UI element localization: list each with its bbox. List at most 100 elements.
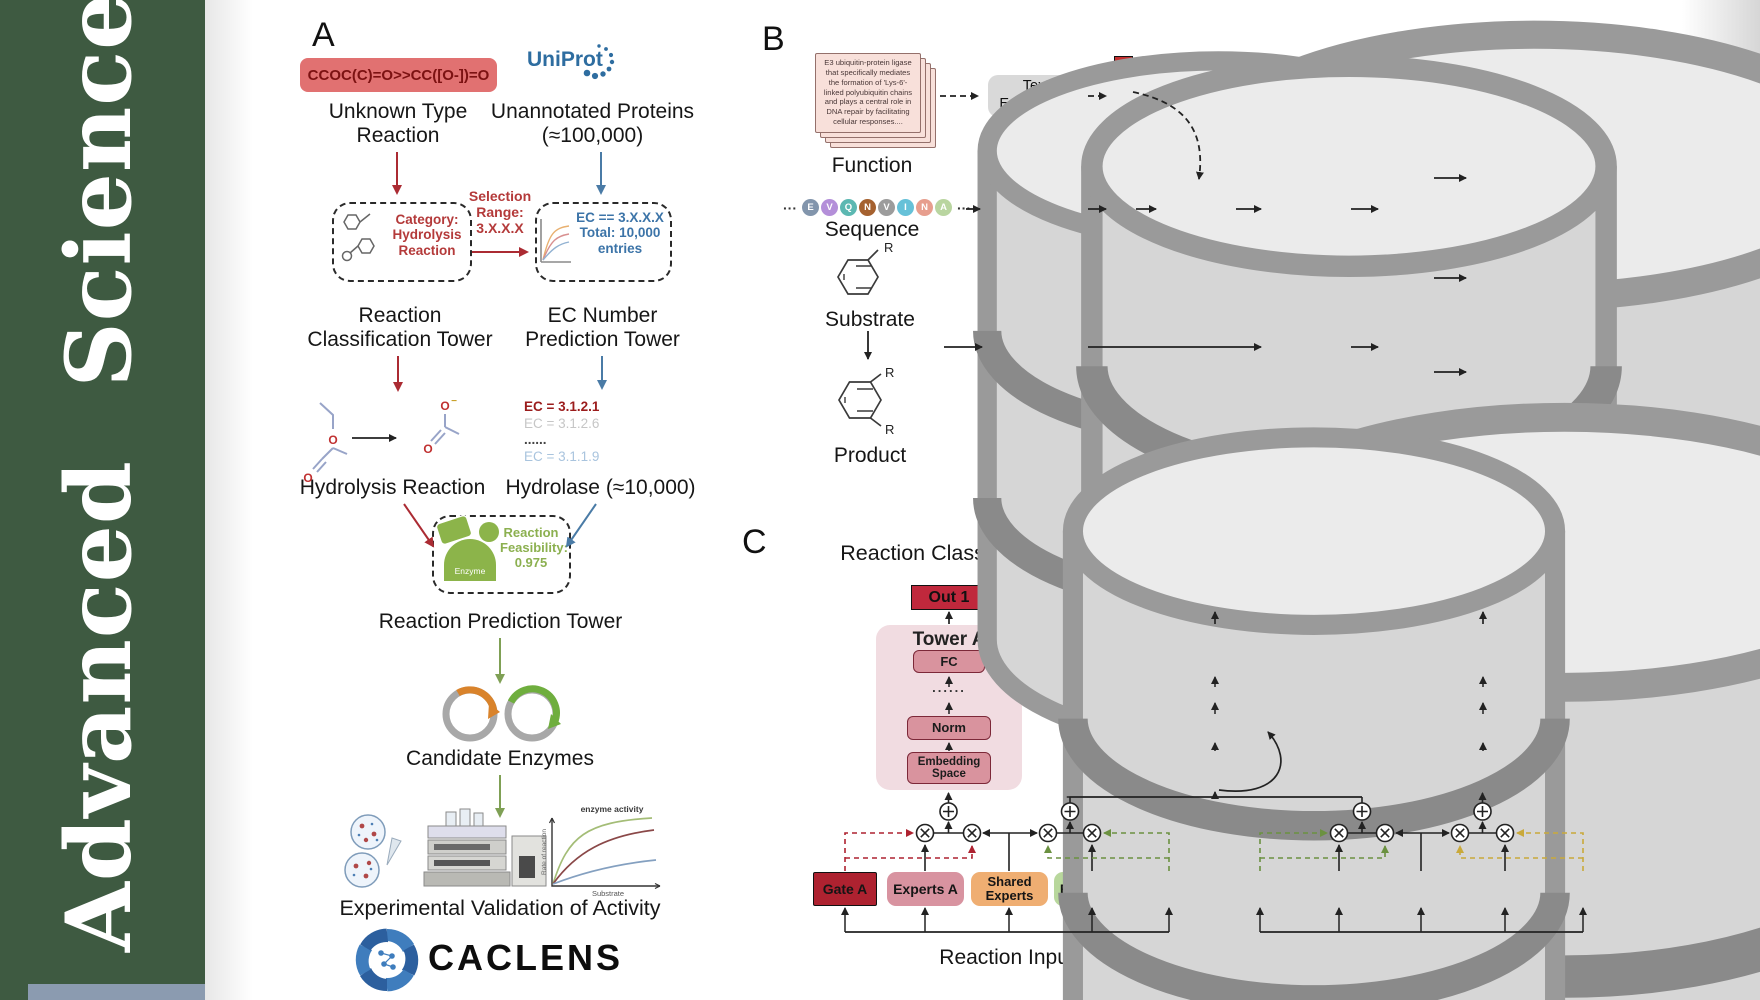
tower-c-norm: Norm bbox=[1441, 716, 1525, 740]
logo-blade bbox=[355, 944, 373, 976]
svg-text:−: − bbox=[451, 396, 457, 407]
panel-b-arrows bbox=[864, 91, 1467, 376]
enzyme-vector-cell bbox=[1332, 169, 1348, 185]
svg-text:O: O bbox=[328, 433, 337, 447]
vector-cell bbox=[1115, 169, 1132, 185]
residue-circle: N bbox=[859, 199, 876, 216]
multiply-node-icon bbox=[1329, 823, 1349, 843]
reaction-vector-cell bbox=[1316, 338, 1333, 355]
reaction-classification-tower-label: Reaction Classification Tower bbox=[307, 304, 493, 351]
panel-a-label: A bbox=[312, 16, 335, 54]
logo-blade bbox=[387, 928, 414, 952]
tower-c: Tower C FC ...... Norm Embedding Space bbox=[1410, 625, 1556, 790]
product-label: Product bbox=[833, 444, 907, 467]
enzyme-vector-cell bbox=[1284, 200, 1301, 217]
reaction-vector-cell bbox=[1284, 338, 1301, 355]
multiply-node-icon bbox=[1495, 823, 1515, 843]
text-embedding-vector bbox=[1114, 56, 1133, 139]
output-reaction-feasibility: Reaction Feasibility bbox=[1475, 265, 1658, 288]
enzyme-vector-cell bbox=[1269, 184, 1285, 201]
enzyme-vector-cell bbox=[1300, 200, 1317, 217]
reaction-vector-cell bbox=[1332, 354, 1348, 371]
ec-list-item: EC = 3.1.2.6 bbox=[524, 415, 600, 431]
multiply-node-icon bbox=[962, 823, 982, 843]
reaction-vector-grid bbox=[1268, 306, 1349, 387]
petri-dish-icon bbox=[344, 814, 402, 888]
vector-cell bbox=[1115, 88, 1132, 106]
ec-number-tower-label: EC Number Prediction Tower bbox=[525, 304, 680, 351]
reaction-vector-cell bbox=[1269, 307, 1285, 323]
plasmid-icons bbox=[442, 685, 561, 742]
reaction-prediction-tower-label: Reaction Prediction Tower bbox=[378, 610, 623, 633]
residue-circle: V bbox=[821, 199, 838, 216]
out1-box: Out 1 bbox=[911, 585, 987, 610]
enzyme-vector-grid bbox=[1268, 168, 1349, 249]
vector-cell bbox=[1115, 217, 1132, 234]
hplc-instrument-icon bbox=[423, 808, 547, 887]
gate-a-enzyme: Gate A bbox=[1228, 872, 1292, 906]
enzyme-vector-cell bbox=[1300, 169, 1317, 185]
reaction-vector-cell bbox=[1300, 322, 1317, 339]
ec-number-list: EC = 3.1.2.1 EC = 3.1.2.6...... EC = 3.1.1… bbox=[524, 399, 616, 465]
reaction-vector-cell bbox=[1269, 370, 1285, 386]
gate-b-enzyme: Gate B bbox=[1551, 872, 1615, 906]
vector-cell bbox=[1115, 200, 1132, 218]
reaction-vector-label: Reaction Vector bbox=[1247, 390, 1368, 409]
tower-b-fc: FC bbox=[1179, 650, 1251, 673]
vector-cell bbox=[1115, 57, 1132, 73]
enzyme-vector-cell bbox=[1284, 216, 1301, 233]
caclens-model-label: CACLENS bbox=[1397, 223, 1419, 322]
ec-list-item: EC = 3.1.1.9 bbox=[524, 448, 600, 464]
enzyme-vector-cell bbox=[1316, 184, 1333, 201]
enzyme-vector-cell bbox=[1269, 200, 1285, 217]
kinetics-plot-icon: enzyme activity Rate of reaction Substra… bbox=[541, 804, 661, 898]
journal-ban: Advanced Science bbox=[0, 0, 205, 1000]
reaction-vector-cell bbox=[1332, 322, 1348, 339]
tower-a-dots: ...... bbox=[932, 680, 966, 695]
vector-cell bbox=[1115, 233, 1132, 250]
residue-circle: A bbox=[935, 199, 952, 216]
multiply-node-icon bbox=[1038, 823, 1058, 843]
sequence-ellipsis: ··· bbox=[783, 199, 797, 216]
reaction-vector-cell bbox=[1316, 322, 1333, 339]
gate-a-reaction: Gate A bbox=[813, 872, 877, 906]
protein-clip-box: Protein CLIP bbox=[1162, 185, 1234, 231]
svg-text:O: O bbox=[423, 442, 432, 456]
enzyme-vector-cell bbox=[1300, 232, 1317, 248]
enzyme-input-label: Enzyme Input bbox=[1356, 946, 1486, 969]
sequence-embedding-vector bbox=[1114, 168, 1133, 251]
panel-b-label: B bbox=[762, 20, 785, 58]
reaction-vector-cell bbox=[1284, 322, 1301, 339]
reaction-vector-cell bbox=[1269, 354, 1285, 371]
uniprot-logo: UniProt bbox=[527, 48, 603, 71]
hydrolysis-reaction-label: Hydrolysis Reaction bbox=[299, 476, 486, 499]
reaction-vector-cell bbox=[1300, 338, 1317, 355]
vector-cell bbox=[1115, 105, 1132, 122]
sequence-embedding-box: Sequence Embedding bbox=[988, 187, 1084, 229]
reaction-vector-cell bbox=[1332, 338, 1348, 355]
reaction-vector-cell bbox=[1284, 354, 1301, 371]
enzyme-vector-label: Enzyme Vector bbox=[1250, 252, 1366, 271]
enzyme-vector-cell bbox=[1284, 232, 1301, 248]
logo-blade bbox=[360, 928, 389, 951]
tower-b-dots: ...... bbox=[1198, 680, 1232, 695]
reaction-vector-cell bbox=[1284, 307, 1301, 323]
multiply-node-icon bbox=[915, 823, 935, 843]
text-embedding-box: Text Embedding bbox=[988, 75, 1084, 117]
sidebar-footer-strip bbox=[28, 984, 205, 1000]
enzyme-vector-cell bbox=[1316, 232, 1333, 248]
experts-a-reaction: Experts A bbox=[887, 872, 964, 906]
residue-circle: V bbox=[878, 199, 895, 216]
caclens-logo-icon bbox=[355, 928, 419, 992]
acetate-molecule-icon: O − O bbox=[423, 396, 460, 456]
kinetics-curve-label: enzyme activity bbox=[581, 804, 644, 814]
residue-circle: N bbox=[916, 199, 933, 216]
smiles-embedding-box: SMILES Embedding bbox=[988, 326, 1084, 368]
enzyme-vector-cell bbox=[1300, 216, 1317, 233]
add-node-icon bbox=[1473, 802, 1492, 821]
enzyme-vector-cell bbox=[1269, 169, 1285, 185]
caclens-model-box: CACLENS bbox=[1385, 145, 1432, 400]
ec-list-item: ...... bbox=[524, 432, 547, 447]
